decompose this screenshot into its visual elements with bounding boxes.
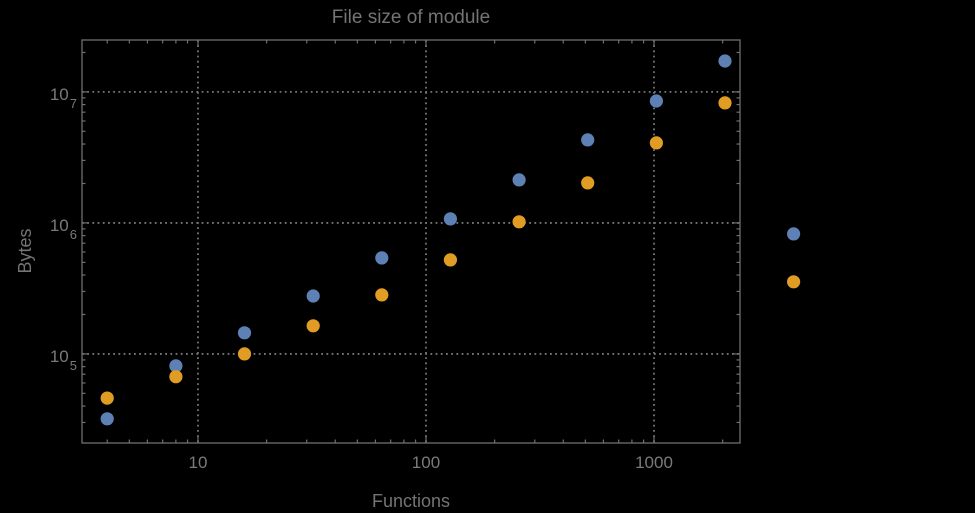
- data-point-blue: [718, 54, 732, 68]
- data-point-blue: [787, 227, 801, 241]
- data-point-blue: [649, 94, 664, 108]
- data-point-orange: [100, 391, 114, 405]
- data-point-orange: [375, 288, 389, 302]
- x-tick-label-1000: 1000: [635, 453, 673, 472]
- data-point-orange: [581, 176, 595, 190]
- data-point-orange: [787, 275, 801, 289]
- data-point-blue: [237, 326, 252, 340]
- x-tick-label-10: 10: [188, 453, 208, 472]
- chart-title: File size of module: [331, 7, 491, 28]
- x-axis-label: Functions: [371, 491, 451, 511]
- y-tick-label-10e5: 10 5: [49, 346, 77, 373]
- data-point-orange: [306, 319, 320, 333]
- y-tick-label-10e6: 10 6: [49, 215, 77, 242]
- data-point-blue: [375, 251, 389, 265]
- data-point-blue: [581, 133, 595, 147]
- plot-frame: [81, 39, 741, 444]
- data-point-orange: [512, 215, 526, 229]
- data-point-blue: [169, 359, 183, 373]
- data-point-orange: [718, 96, 732, 110]
- data-point-orange: [169, 370, 183, 384]
- data-point-orange: [443, 253, 457, 267]
- data-point-blue: [306, 289, 320, 303]
- data-point-blue: [443, 212, 457, 226]
- x-tick-label-100: 100: [411, 453, 441, 472]
- data-point-blue: [512, 173, 526, 187]
- y-tick-label-10e7: 10 7: [49, 84, 77, 111]
- data-point-orange: [649, 136, 664, 150]
- data-point-orange: [237, 347, 252, 361]
- data-point-blue: [100, 412, 114, 426]
